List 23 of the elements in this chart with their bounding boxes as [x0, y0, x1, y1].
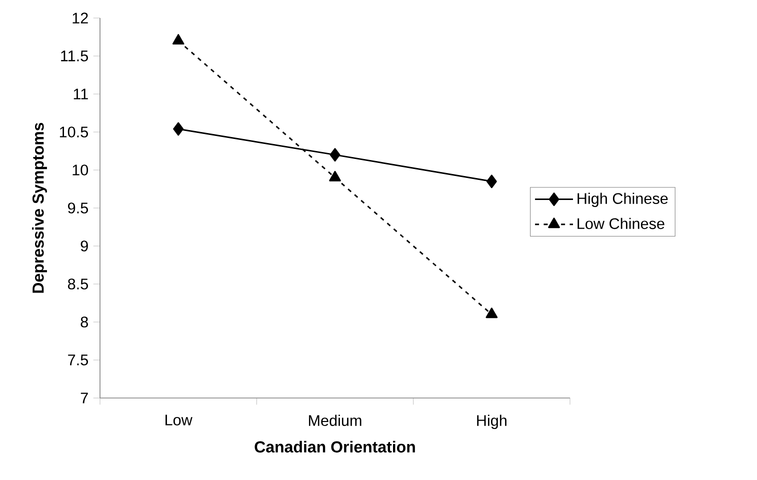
- y-tick-label: 12: [72, 12, 88, 24]
- y-tick-label: 10.5: [60, 126, 88, 138]
- point: [329, 170, 341, 182]
- point: [486, 174, 497, 188]
- x-tick-label: Low: [166, 414, 192, 426]
- x-axis-title: Canadian Orientation: [254, 440, 415, 453]
- x-tick-label: High: [477, 414, 506, 429]
- legend-label: Low Chinese: [578, 218, 664, 230]
- y-tick-label: 7: [80, 392, 88, 404]
- y-axis-title: Depressive Symptoms: [32, 122, 47, 293]
- y-tick-label: 11.5: [61, 50, 88, 62]
- y-tick-label: 8.5: [68, 278, 88, 290]
- point: [173, 122, 184, 136]
- legend-label: High Chinese: [578, 192, 668, 207]
- point: [330, 148, 340, 162]
- x-tick-label: Medium: [308, 414, 362, 426]
- y-tick-label: 9.5: [68, 202, 88, 214]
- y-tick-label: 9: [80, 240, 88, 252]
- y-tick-label: 8: [80, 316, 88, 328]
- point: [486, 308, 498, 318]
- y-tick-label: 11: [74, 88, 88, 100]
- y-tick-label: 10: [72, 164, 88, 176]
- y-tick-label: 7.5: [68, 354, 88, 366]
